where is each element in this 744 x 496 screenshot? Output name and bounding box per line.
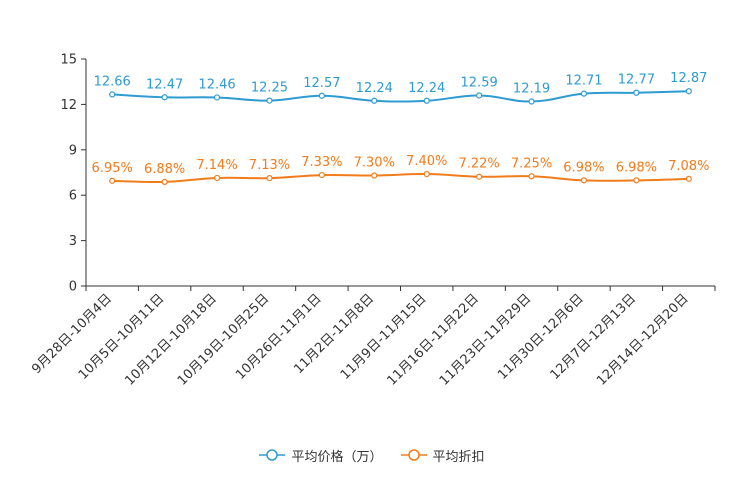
data-point — [633, 89, 640, 96]
legend-swatch-average-discount — [400, 449, 427, 461]
data-point — [318, 171, 325, 179]
y-tick-label: 3 — [69, 234, 77, 249]
data-label: 12.59 — [461, 75, 498, 90]
data-label: 6.98% — [616, 160, 657, 175]
data-point — [580, 90, 588, 97]
data-label: 6.95% — [92, 161, 133, 176]
data-label: 12.77 — [618, 73, 655, 88]
data-point — [685, 175, 692, 182]
data-label: 7.14% — [196, 158, 237, 173]
data-point — [633, 177, 640, 184]
data-point — [318, 92, 325, 99]
x-tick-label: 10月19日-10月25日 — [175, 291, 272, 388]
data-point — [213, 94, 221, 101]
data-point — [371, 172, 378, 179]
data-point — [109, 177, 116, 184]
legend-swatch-average-price — [259, 449, 286, 461]
data-label: 12.19 — [513, 82, 550, 97]
legend-item-average-price[interactable]: 平均价格（万） — [259, 446, 383, 465]
data-point — [161, 94, 168, 101]
data-point — [266, 174, 273, 182]
y-tick-label: 0 — [69, 280, 77, 295]
data-point — [580, 177, 588, 184]
data-point — [476, 92, 483, 99]
data-point — [528, 173, 535, 180]
x-tick-label: 11月16日-11月22日 — [384, 291, 481, 388]
data-label: 12.46 — [198, 77, 235, 92]
data-label: 7.25% — [511, 156, 552, 171]
legend-label-average-price: 平均价格（万） — [291, 449, 383, 465]
data-point — [266, 97, 273, 104]
x-tick-label: 10月12日-10月18日 — [122, 291, 219, 388]
data-point — [161, 178, 168, 185]
y-tick-label: 15 — [60, 53, 77, 68]
series-line-1 — [112, 172, 689, 184]
data-point — [371, 97, 378, 104]
data-label: 6.88% — [144, 162, 185, 177]
data-label: 7.30% — [354, 156, 395, 171]
data-label: 7.40% — [406, 154, 447, 169]
data-label: 7.22% — [458, 157, 499, 172]
y-tick-label: 9 — [69, 143, 77, 158]
data-label: 12.87 — [670, 71, 707, 86]
data-label: 12.71 — [565, 74, 602, 89]
data-label: 12.47 — [146, 77, 183, 92]
data-label: 12.24 — [356, 81, 393, 96]
data-point — [213, 174, 221, 182]
line-chart: 036912159月28日-10月4日10月5日-10月11日10月12日-10… — [29, 53, 716, 389]
series-line-0 — [112, 90, 689, 103]
data-label: 12.24 — [408, 81, 445, 96]
data-label: 12.66 — [94, 74, 131, 89]
data-point — [423, 97, 430, 104]
y-tick-label: 6 — [69, 189, 77, 204]
data-point — [109, 91, 116, 98]
data-point — [476, 173, 483, 180]
data-label: 7.13% — [249, 158, 290, 173]
data-label: 12.57 — [303, 76, 340, 91]
legend: 平均价格（万） 平均折扣 — [0, 444, 744, 466]
legend-label-average-discount: 平均折扣 — [432, 449, 485, 465]
data-label: 12.25 — [251, 81, 288, 96]
legend-item-average-discount[interactable]: 平均折扣 — [400, 446, 485, 465]
data-point — [423, 170, 430, 178]
data-point — [528, 98, 535, 105]
data-label: 6.98% — [563, 160, 604, 175]
data-label: 7.33% — [301, 155, 342, 170]
data-point — [685, 88, 692, 95]
x-tick-label: 12月14日-12月20日 — [594, 291, 691, 388]
x-tick-label: 11月23日-11月29日 — [437, 291, 534, 388]
y-tick-label: 12 — [60, 98, 77, 113]
data-label: 7.08% — [668, 159, 709, 174]
